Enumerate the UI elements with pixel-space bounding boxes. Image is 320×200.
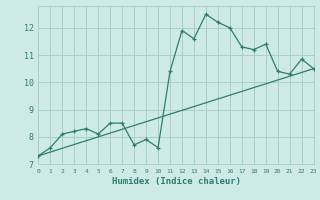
X-axis label: Humidex (Indice chaleur): Humidex (Indice chaleur)	[111, 177, 241, 186]
